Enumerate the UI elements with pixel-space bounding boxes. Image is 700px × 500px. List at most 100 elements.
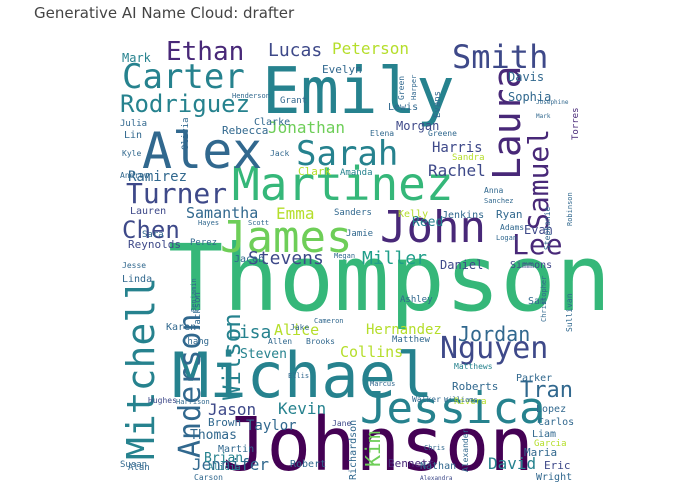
word-walker: Walker xyxy=(412,395,441,404)
word-carlos: Carlos xyxy=(538,417,574,428)
word-robert: Robert xyxy=(290,459,326,470)
word-williams: Williams xyxy=(444,396,478,404)
word-peterson: Peterson xyxy=(332,39,409,58)
word-kyle: Kyle xyxy=(122,149,141,158)
word-lewis: Lewis xyxy=(388,102,418,113)
word-scott: Scott xyxy=(248,219,269,227)
word-miller: Miller xyxy=(362,248,427,269)
word-andrew: Andrew xyxy=(120,171,149,180)
word-sanchez: Sanchez xyxy=(484,197,514,205)
word-karen: Karen xyxy=(166,322,196,333)
word-perez: Perez xyxy=(190,238,217,248)
word-sophia: Sophia xyxy=(508,90,551,104)
word-laura: Laura xyxy=(485,66,529,180)
word-mitchell: Mitchell xyxy=(119,277,163,460)
word-jackson: Jackson xyxy=(193,292,203,330)
word-amanda: Amanda xyxy=(340,168,373,178)
word-jake: Jake xyxy=(290,323,309,332)
word-thompson: Thompson xyxy=(168,225,611,332)
word-eric: Eric xyxy=(544,459,571,472)
word-martin: Martin xyxy=(218,444,254,455)
word-jonathan: Jonathan xyxy=(268,118,345,137)
word-jacob: Jacob xyxy=(234,254,264,265)
word-cameron: Cameron xyxy=(314,317,344,325)
word-ethan: Ethan xyxy=(166,37,244,67)
word-evan: Evan xyxy=(524,223,553,237)
word-daniel: Daniel xyxy=(440,258,483,272)
word-sanders: Sanders xyxy=(334,208,372,218)
word-simmons: Simmons xyxy=(510,260,552,271)
word-green: Green xyxy=(397,76,406,100)
word-jesse: Jesse xyxy=(122,261,146,270)
word-matthews: Matthews xyxy=(454,362,493,371)
word-jennifer: Jennifer xyxy=(192,455,269,474)
word-adams: Adams xyxy=(500,223,524,232)
word-jessica: Jessica xyxy=(360,383,545,434)
word-wright: Wright xyxy=(536,472,572,483)
word-chris: Chris xyxy=(424,444,445,452)
word-tran: Tran xyxy=(520,378,573,403)
word-thomas: Thomas xyxy=(190,428,237,443)
word-kim: Kim xyxy=(361,431,385,467)
word-sullivan: Sullivan xyxy=(565,293,574,332)
word-steven: Steven xyxy=(240,347,287,362)
word-elena: Elena xyxy=(370,129,394,138)
word-alex: Alex xyxy=(142,122,262,180)
word-susan: Susan xyxy=(120,460,147,470)
word-josephine: Josephine xyxy=(536,99,569,106)
word-rachel: Rachel xyxy=(428,161,486,180)
word-greene: Greene xyxy=(428,129,457,138)
word-liam: Liam xyxy=(532,429,556,440)
word-alan: Alan xyxy=(128,463,150,473)
word-alexandra: Alexandra xyxy=(420,475,453,482)
word-kelly: Kelly xyxy=(398,209,428,220)
word-lin: Lin xyxy=(124,130,142,141)
word-kevin: Kevin xyxy=(278,399,326,418)
word-brown: Brown xyxy=(208,416,241,429)
word-torres: Torres xyxy=(571,107,581,140)
word-lauren: Lauren xyxy=(130,206,166,217)
word-ashley: Ashley xyxy=(400,295,433,305)
word-clark: Clark xyxy=(298,165,331,178)
word-jamie: Jamie xyxy=(346,229,373,239)
word-megan: Megan xyxy=(334,252,355,260)
chart-title: Generative AI Name Cloud: drafter xyxy=(34,4,295,22)
word-lucas: Lucas xyxy=(268,40,322,61)
word-chen: Chen xyxy=(122,216,180,244)
word-roberts: Roberts xyxy=(452,380,498,393)
word-bennett: Bennett xyxy=(388,457,434,470)
word-johnson: Johnson xyxy=(222,402,534,488)
word-morgan: Morgan xyxy=(396,119,439,133)
word-taylor: Taylor xyxy=(246,418,297,434)
word-david: David xyxy=(488,454,536,473)
word-robinson: Robinson xyxy=(566,192,574,226)
word-brian: Brian xyxy=(204,451,243,466)
word-reed: Reed xyxy=(412,215,443,230)
word-martinez: Martinez xyxy=(232,157,454,211)
word-benjamin: Benjamin xyxy=(190,278,198,312)
word-harrison: Harrison xyxy=(176,398,210,406)
word-wilson: Wilson xyxy=(218,313,246,400)
word-samantha: Samantha xyxy=(186,204,258,222)
word-marcus: Marcus xyxy=(370,380,395,388)
word-logan: Logan xyxy=(496,234,517,242)
word-nguyen: Nguyen xyxy=(440,331,548,366)
word-garcia: Garcia xyxy=(534,439,567,449)
word-reynolds: Reynolds xyxy=(128,238,181,251)
word-lopez: Lopez xyxy=(536,404,566,415)
word-brooks: Brooks xyxy=(306,337,335,346)
word-hayes: Hayes xyxy=(198,219,219,227)
word-jenkins: Jenkins xyxy=(442,210,484,221)
word-jason: Jason xyxy=(208,400,256,419)
word-henderson: Henderson xyxy=(232,92,270,100)
word-james: James xyxy=(220,212,352,263)
word-harris: Harris xyxy=(432,140,483,156)
word-jordan: Jordan xyxy=(458,322,530,346)
word-richardson: Richardson xyxy=(348,420,359,480)
word-collins: Collins xyxy=(340,343,403,361)
word-emma: Emma xyxy=(276,204,315,223)
word-maria: Maria xyxy=(524,446,557,459)
word-clarke: Clarke xyxy=(254,117,290,128)
